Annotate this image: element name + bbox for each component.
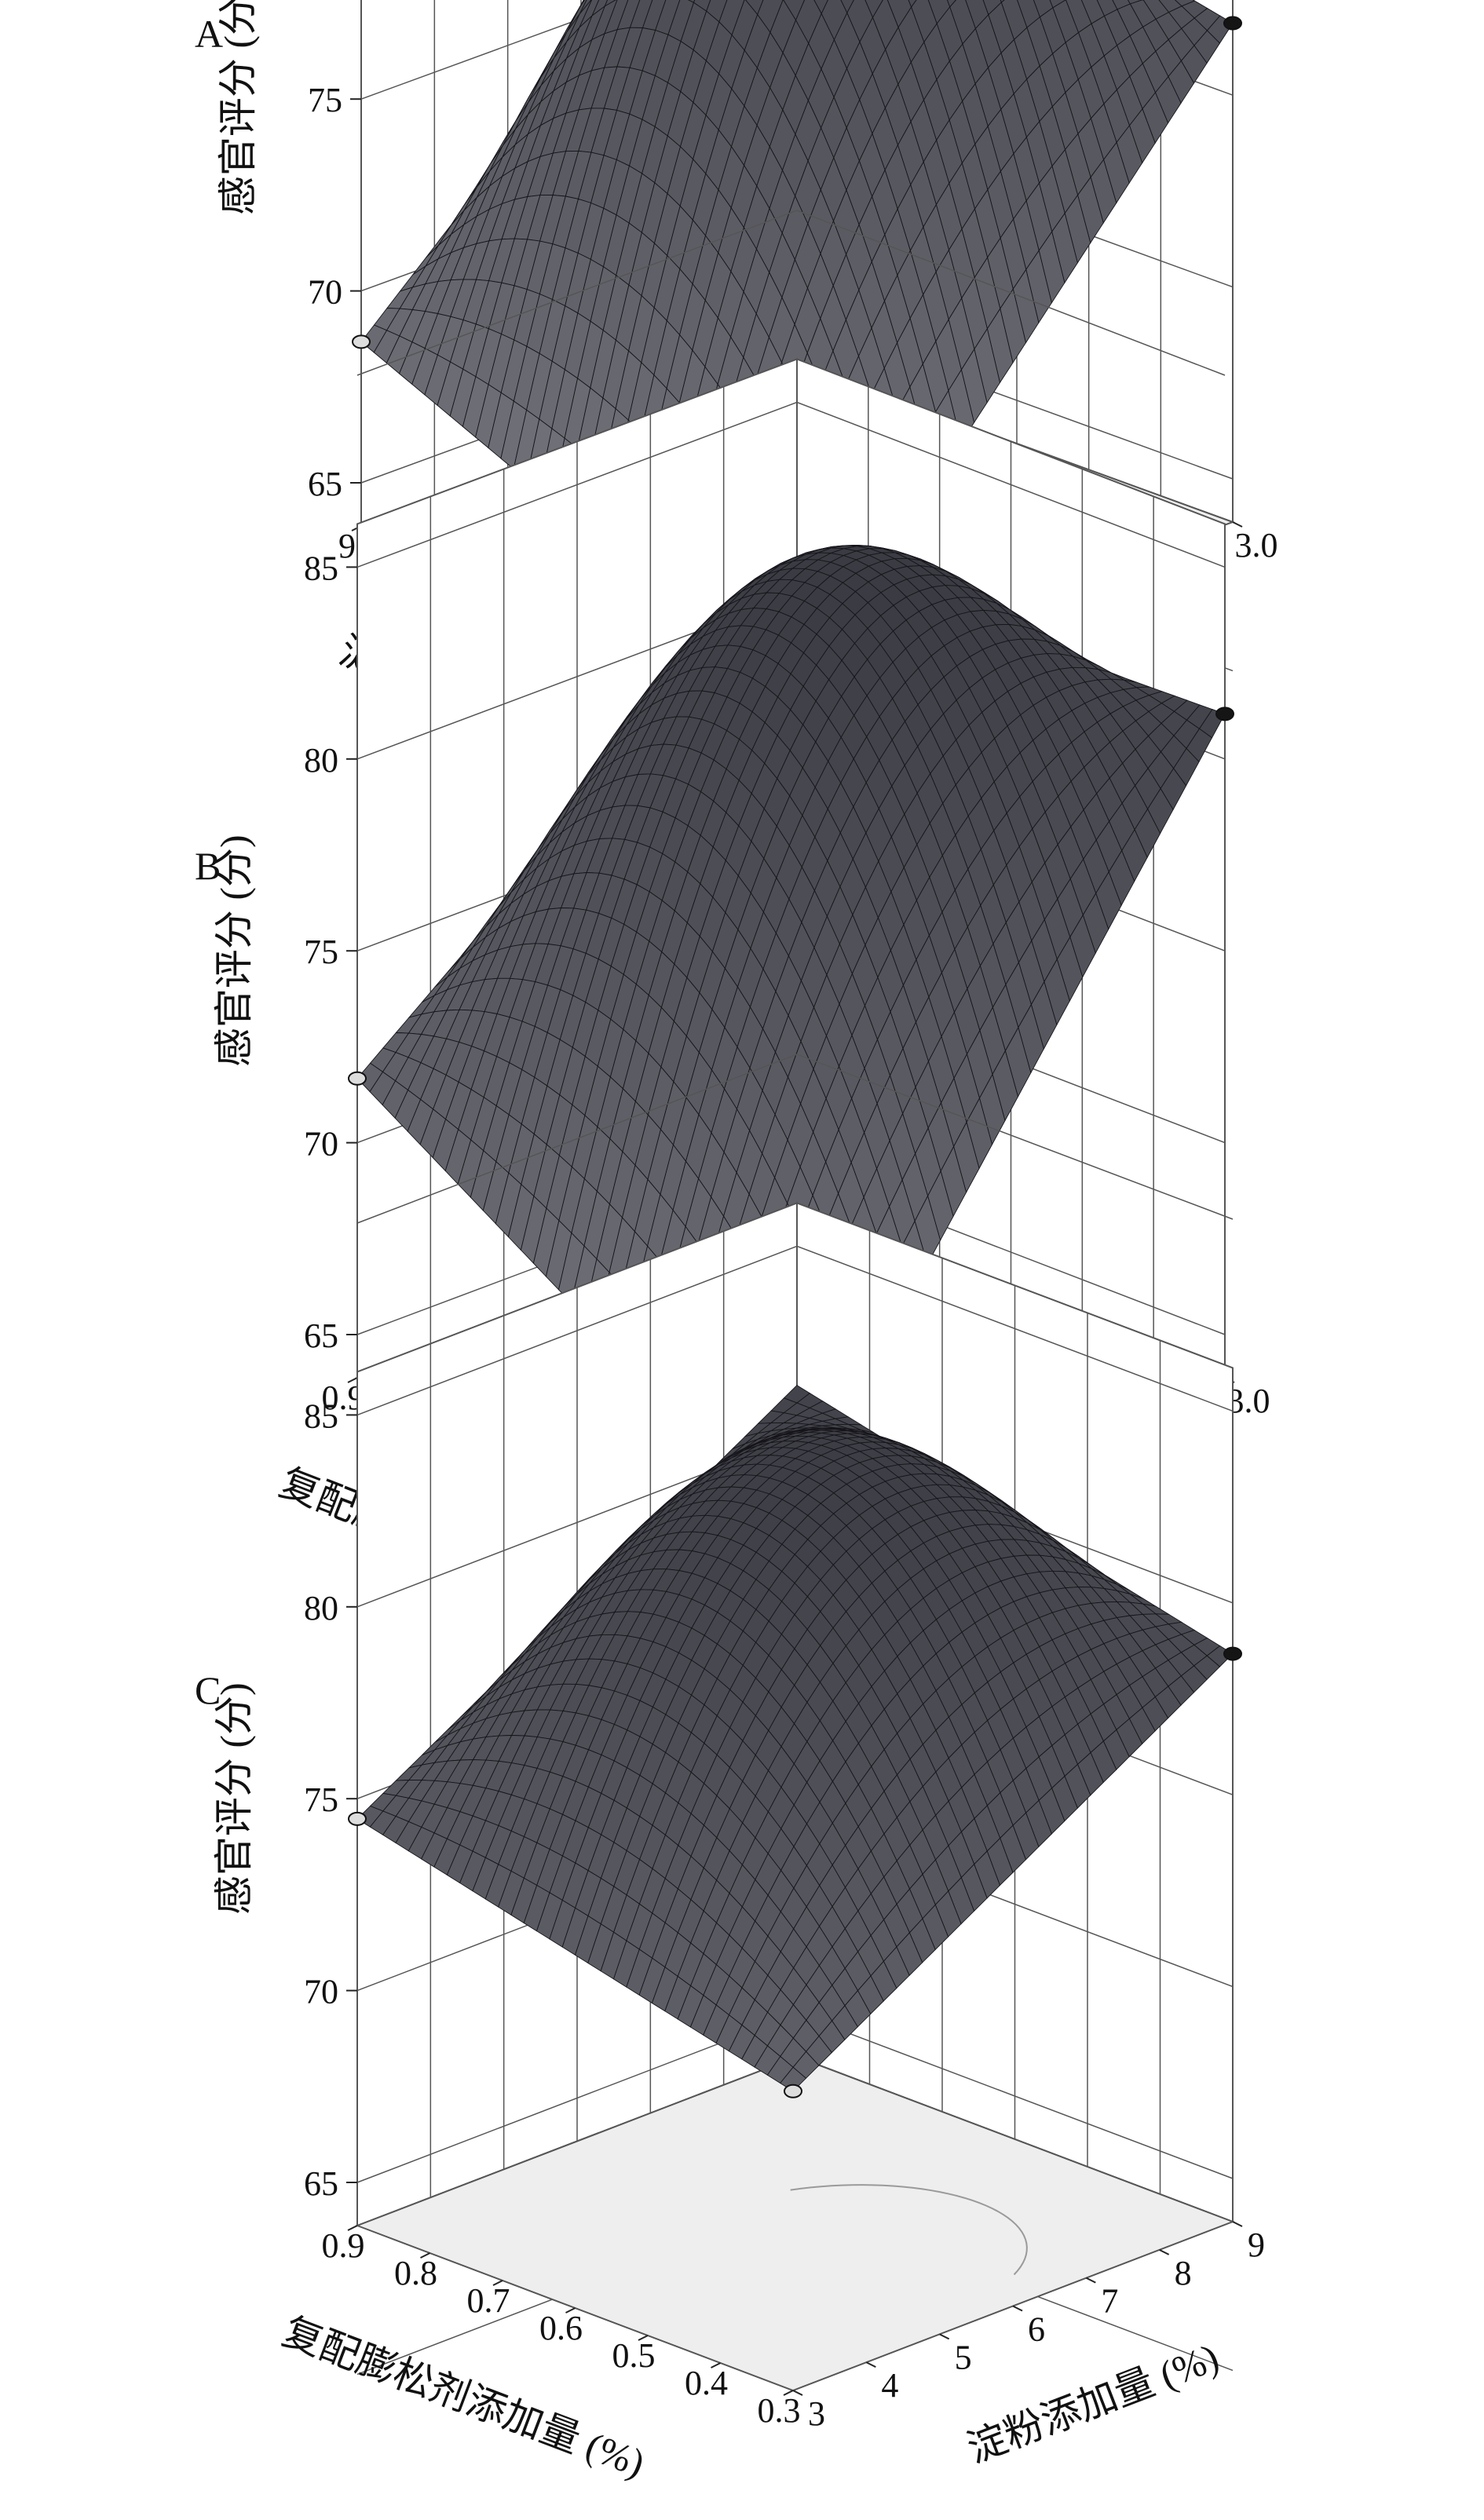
- y-tick-label: 8: [1175, 2254, 1192, 2292]
- design-point: [1223, 1646, 1242, 1661]
- z-tick-label: 75: [308, 81, 342, 119]
- z-tick-label: 70: [304, 1125, 338, 1163]
- design-point: [348, 1811, 367, 1826]
- response-surface: [356, 1385, 1234, 2092]
- z-tick-label: 70: [304, 1973, 338, 2011]
- y-tick-label: 7: [1101, 2282, 1118, 2321]
- x-tick-label: 9: [338, 527, 356, 565]
- z-axis: 65 70 75 80 85 感官评分 (分): [212, 549, 357, 1355]
- z-tick-label: 80: [304, 741, 338, 780]
- design-point: [352, 334, 371, 349]
- panel-letter: C: [195, 1668, 221, 1712]
- design-point: [348, 1071, 367, 1086]
- x-tick-label: 0.9: [322, 2226, 365, 2265]
- wall-gridline: [356, 210, 798, 376]
- panel-letter: B: [195, 844, 221, 888]
- y-tick-mark: [792, 2390, 803, 2396]
- panel-letter: A: [195, 12, 223, 56]
- y-tick-mark: [1159, 2248, 1170, 2255]
- y-tick-label: 6: [1028, 2310, 1045, 2349]
- x-tick-label: 0.3: [758, 2391, 801, 2430]
- z-axis-title: 感官评分 (分): [212, 835, 256, 1067]
- wall-gridline: [796, 1054, 1234, 1220]
- surface-cell: [840, 0, 854, 14]
- y-tick-mark: [1085, 2277, 1096, 2284]
- z-tick-label: 65: [304, 1317, 338, 1355]
- z-tick-label: 85: [304, 549, 338, 587]
- design-point: [1215, 707, 1234, 721]
- z-tick-label: 65: [304, 2164, 338, 2203]
- y-tick-mark: [939, 2333, 950, 2340]
- y-tick-label: 4: [881, 2366, 898, 2405]
- design-point: [1223, 16, 1242, 31]
- x-tick-mark: [711, 2362, 721, 2368]
- y-tick-label: 9: [1248, 2226, 1265, 2264]
- x-axis-title: 复配膨松剂添加量 (%): [277, 2309, 651, 2485]
- surface-cell: [813, 0, 828, 15]
- x-tick-label: 0.5: [612, 2336, 656, 2375]
- z-axis-title: 感官评分 (分): [216, 0, 260, 215]
- y-tick-mark: [865, 2361, 876, 2368]
- x-tick-mark: [347, 1377, 358, 1383]
- z-tick-label: 75: [304, 933, 338, 971]
- y-tick-mark: [1012, 2305, 1023, 2312]
- y-tick-mark: [1232, 2221, 1243, 2227]
- wall-gridline: [796, 210, 1226, 376]
- z-tick-label: 80: [304, 1589, 338, 1627]
- floor-contour: [790, 2184, 1028, 2276]
- surface-cell: [908, 0, 917, 9]
- y-tick-label: 5: [955, 2338, 972, 2376]
- x-tick-mark: [420, 2252, 430, 2259]
- x-tick-mark: [347, 2225, 358, 2231]
- z-tick-label: 75: [304, 1780, 338, 1819]
- y-axis-title: 淀粉添加量 (%): [961, 2335, 1224, 2471]
- x-tick-mark: [492, 2280, 503, 2286]
- x-tick-mark: [565, 2307, 576, 2314]
- z-axis: 65 70 75 80 85 感官评分 (分): [212, 1397, 357, 2203]
- z-tick-label: 85: [304, 1397, 338, 1435]
- x-tick-mark: [783, 2390, 794, 2396]
- y-tick-mark: [1232, 521, 1243, 528]
- wall-gridline: [356, 1054, 798, 1224]
- x-tick-label: 0.8: [394, 2254, 437, 2292]
- x-tick-label: 0.7: [467, 2281, 510, 2320]
- design-point: [784, 2084, 802, 2098]
- z-tick-label: 70: [308, 273, 342, 312]
- x-tick-label: 0.4: [685, 2364, 728, 2402]
- y-tick-label: 3: [808, 2394, 825, 2433]
- surface-cell: [780, 2066, 807, 2092]
- z-tick-label: 65: [308, 465, 342, 503]
- z-axis-title: 感官评分 (分): [212, 1682, 256, 1915]
- x-tick-label: 0.6: [539, 2309, 583, 2347]
- x-tick-mark: [638, 2335, 649, 2341]
- y-tick-label: 3.0: [1227, 1382, 1270, 1420]
- y-tick-label: 3.0: [1235, 526, 1278, 564]
